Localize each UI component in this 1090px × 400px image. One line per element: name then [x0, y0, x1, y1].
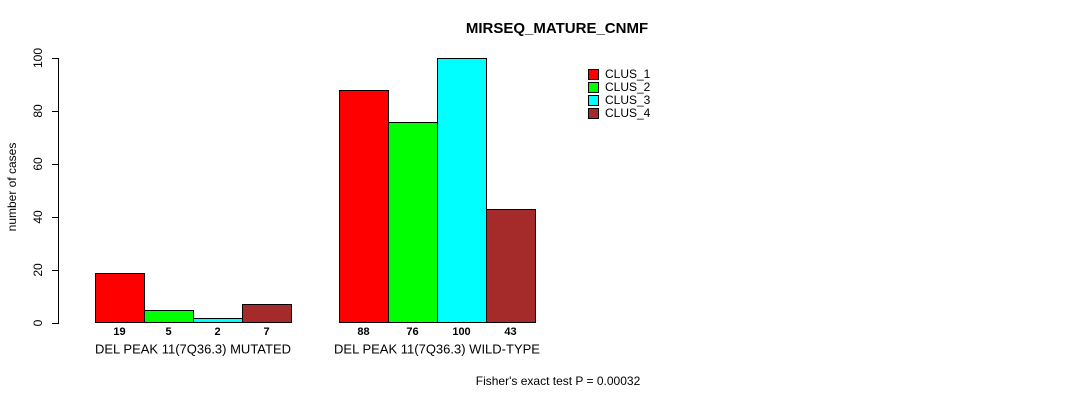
bar-value-label: 7	[263, 326, 270, 338]
y-tick-label: 20	[31, 263, 45, 277]
bar-clus_4-group1	[242, 304, 292, 323]
y-tick	[52, 269, 58, 271]
y-tick-label: 100	[31, 47, 45, 69]
legend-label: CLUS_3	[605, 93, 651, 107]
legend-swatch-clus_2	[588, 81, 599, 93]
chart-title: MIRSEQ_MATURE_CNMF	[465, 20, 649, 37]
bar-clus_2-group1	[144, 309, 194, 323]
legend-item-clus_4: CLUS_4	[588, 106, 651, 120]
y-tick	[52, 163, 58, 165]
y-tick-label: 0	[31, 319, 45, 327]
y-tick-label: 60	[31, 157, 45, 171]
bar-clus_4-group2	[486, 209, 536, 323]
legend-item-clus_2: CLUS_2	[588, 80, 651, 94]
bar-clus_2-group2	[388, 121, 438, 323]
bar-value-label: 19	[113, 326, 126, 338]
legend-label: CLUS_4	[605, 106, 651, 120]
y-tick	[52, 216, 58, 218]
y-tick-label: 40	[31, 210, 45, 224]
legend-swatch-clus_3	[588, 94, 599, 106]
bar-value-label: 76	[406, 326, 419, 338]
bar-value-label: 2	[214, 326, 221, 338]
bar-clus_3-group2	[437, 58, 487, 323]
bar-value-label: 43	[504, 326, 517, 338]
x-group-label: DEL PEAK 11(7Q36.3) WILD-TYPE	[334, 341, 540, 357]
bar-clus_3-group1	[193, 317, 243, 323]
bar-value-label: 100	[452, 326, 471, 338]
x-group-label: DEL PEAK 11(7Q36.3) MUTATED	[94, 341, 292, 357]
bar-value-label: 88	[357, 326, 370, 338]
bar-clus_1-group2	[339, 89, 389, 323]
legend-label: CLUS_1	[605, 67, 651, 81]
y-tick	[52, 322, 58, 324]
legend-swatch-clus_4	[588, 107, 599, 119]
y-axis-label: number of cases	[5, 142, 19, 232]
y-tick	[52, 110, 58, 112]
bar-value-label: 5	[165, 326, 172, 338]
y-axis-line	[58, 58, 59, 324]
y-tick-label: 80	[31, 104, 45, 118]
legend-swatch-clus_1	[588, 68, 599, 80]
legend-item-clus_1: CLUS_1	[588, 67, 651, 81]
fisher-annotation: Fisher's exact test P = 0.00032	[475, 374, 641, 388]
y-tick	[52, 57, 58, 59]
legend-item-clus_3: CLUS_3	[588, 93, 651, 107]
bar-clus_1-group1	[95, 272, 145, 323]
legend-label: CLUS_2	[605, 80, 651, 94]
